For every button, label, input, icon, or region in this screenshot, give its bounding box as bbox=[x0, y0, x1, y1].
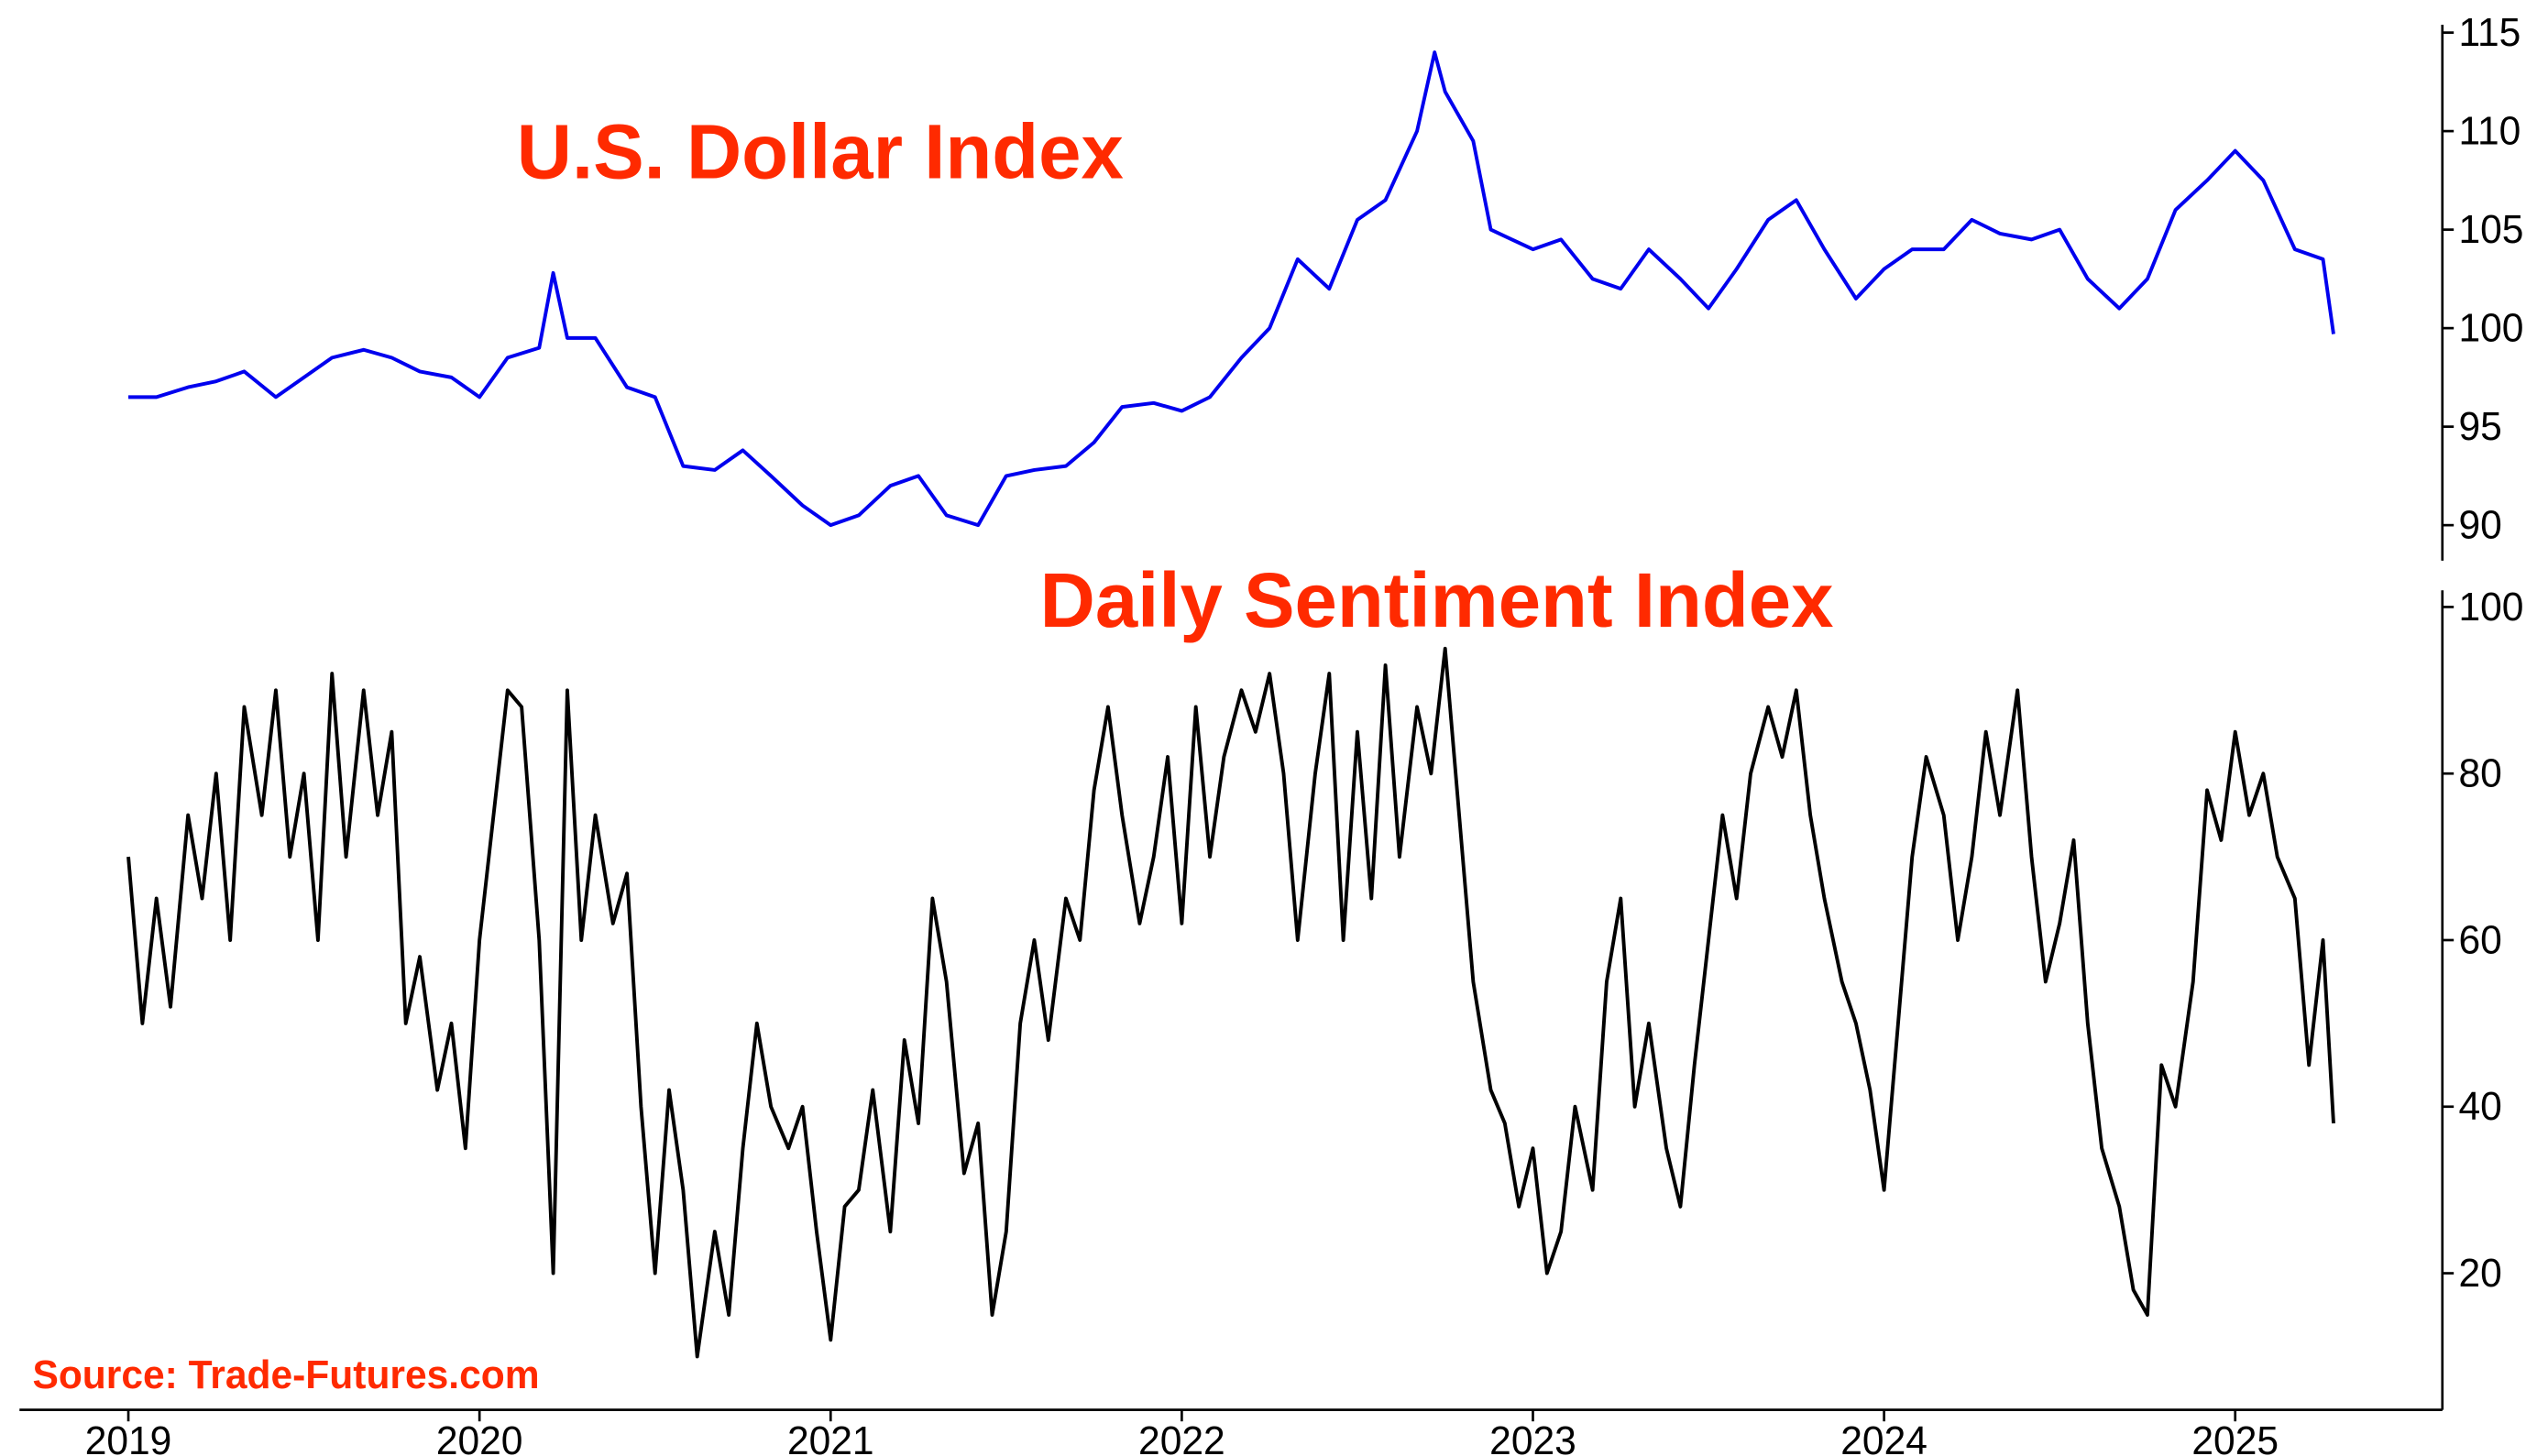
x-tick-label: 2024 bbox=[1840, 1419, 1927, 1456]
y-tick-label: 40 bbox=[2458, 1085, 2501, 1129]
y-tick-label: 105 bbox=[2458, 208, 2523, 252]
chart-title: U.S. Dollar Index bbox=[517, 108, 1124, 195]
x-tick-label: 2023 bbox=[1489, 1419, 1576, 1456]
data-line bbox=[128, 50, 2335, 528]
y-tick-label: 20 bbox=[2458, 1252, 2501, 1296]
y-tick-label: 115 bbox=[2458, 11, 2521, 55]
y-tick-label: 95 bbox=[2458, 405, 2501, 449]
data-line bbox=[126, 646, 2335, 1359]
y-tick-label: 100 bbox=[2458, 586, 2523, 629]
x-tick-label: 2019 bbox=[85, 1419, 172, 1456]
chart-title: Daily Sentiment Index bbox=[1040, 556, 1834, 643]
x-tick-label: 2020 bbox=[436, 1419, 523, 1456]
x-tick-label: 2021 bbox=[787, 1419, 874, 1456]
y-tick-label: 100 bbox=[2458, 306, 2523, 350]
source-note: Source: Trade-Futures.com bbox=[32, 1353, 539, 1397]
x-tick-label: 2025 bbox=[2191, 1419, 2279, 1456]
y-tick-label: 80 bbox=[2458, 751, 2501, 795]
y-tick-label: 90 bbox=[2458, 503, 2501, 547]
x-tick-label: 2022 bbox=[1138, 1419, 1225, 1456]
y-tick-label: 110 bbox=[2458, 109, 2521, 153]
y-tick-label: 60 bbox=[2458, 918, 2501, 962]
